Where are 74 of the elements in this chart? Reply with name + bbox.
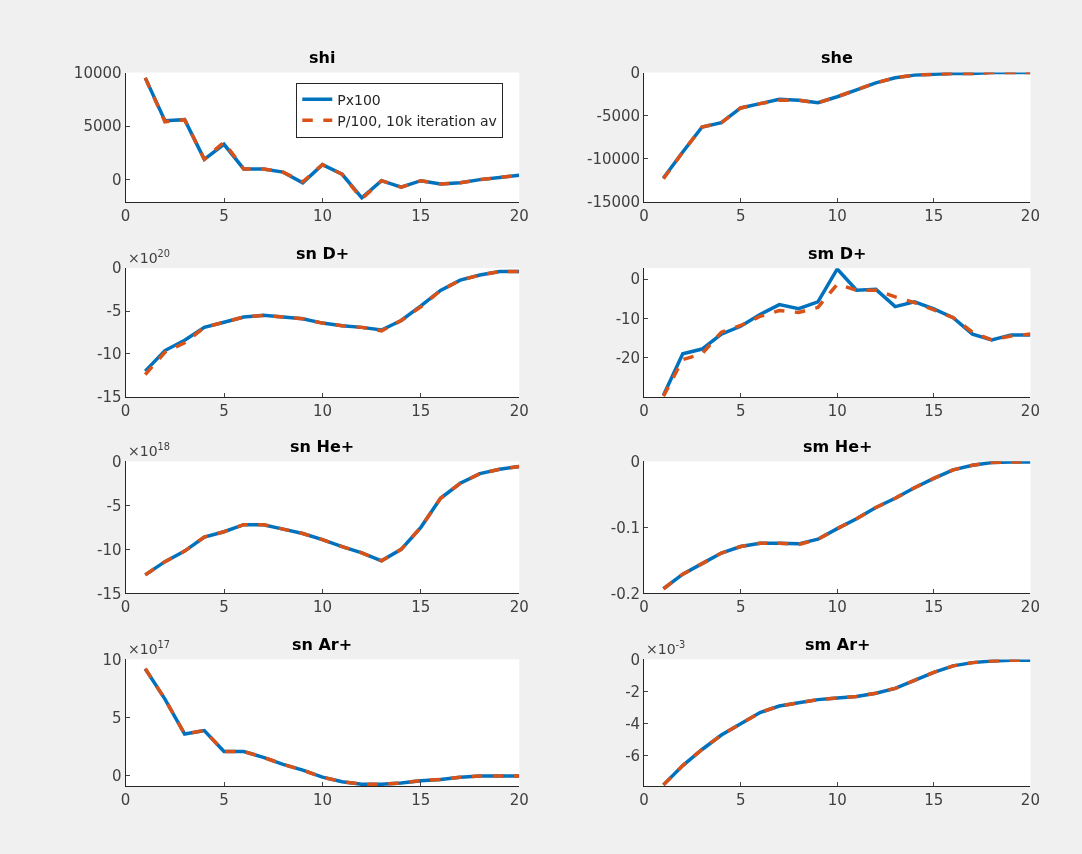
y-tick-label: -4 bbox=[625, 715, 641, 733]
x-tick-label: 15 bbox=[924, 791, 944, 810]
x-tick-label: 5 bbox=[219, 401, 229, 420]
text: ×10$^{20}$ bbox=[128, 248, 171, 266]
y-tick-label: -0.2 bbox=[610, 584, 641, 603]
y-tick-label: -10000 bbox=[586, 150, 641, 169]
x-tick-label: 5 bbox=[219, 598, 229, 617]
y-tick-label: -10 bbox=[615, 309, 641, 328]
x-tick-label: 20 bbox=[509, 791, 529, 810]
x-tick-label: 20 bbox=[1020, 791, 1040, 810]
chart-title: sm Ar+ bbox=[805, 635, 871, 654]
legend-label: P/100, 10k iteration av bbox=[337, 112, 497, 129]
y-tick-label: -5 bbox=[106, 496, 122, 515]
y-tick-label: 10000 bbox=[73, 63, 122, 82]
y-tick-label: 0 bbox=[630, 452, 641, 471]
chart-title: sn Ar+ bbox=[292, 635, 353, 654]
y-tick-label: 5000 bbox=[83, 117, 122, 136]
x-tick-label: 10 bbox=[312, 401, 332, 420]
x-tick-label: 10 bbox=[827, 598, 847, 617]
x-tick-label: 20 bbox=[1020, 598, 1040, 617]
y-tick-label: 0 bbox=[112, 259, 122, 278]
x-tick-label: 20 bbox=[1020, 207, 1040, 226]
y-tick-label: 5 bbox=[112, 708, 122, 727]
y-tick-label: 0 bbox=[112, 767, 122, 786]
x-tick-label: 15 bbox=[411, 791, 431, 810]
x-tick-label: 15 bbox=[411, 598, 431, 617]
x-tick-label: 15 bbox=[411, 401, 431, 420]
x-tick-label: 15 bbox=[924, 207, 944, 226]
chart-title: sn He+ bbox=[290, 437, 355, 456]
x-tick-label: 5 bbox=[735, 207, 746, 226]
x-tick-label: 15 bbox=[924, 598, 944, 617]
legend-label: Px100 bbox=[337, 91, 381, 108]
chart-title: sm He+ bbox=[803, 437, 873, 456]
x-tick-label: 5 bbox=[735, 791, 746, 810]
y-tick-label: -15 bbox=[97, 388, 122, 407]
x-tick-label: 20 bbox=[1020, 401, 1040, 420]
chart-title: she bbox=[821, 48, 853, 67]
x-tick-label: 10 bbox=[312, 598, 332, 617]
x-tick-label: 10 bbox=[312, 207, 332, 226]
y-tick-label: 0 bbox=[630, 63, 641, 82]
x-tick-label: 15 bbox=[411, 207, 431, 226]
y-tick-label: 10 bbox=[102, 650, 122, 669]
chart-title: sn D+ bbox=[296, 244, 350, 263]
y-tick-label: -15 bbox=[97, 584, 122, 603]
y-tick-label: 0 bbox=[630, 650, 641, 669]
y-tick-label: -5 bbox=[106, 302, 122, 321]
y-tick-label: -20 bbox=[615, 348, 641, 367]
y-tick-label: 0 bbox=[112, 170, 122, 189]
y-tick-label: -6 bbox=[625, 747, 641, 766]
x-tick-label: 5 bbox=[735, 401, 746, 420]
x-tick-label: 10 bbox=[827, 791, 847, 810]
y-tick-label: -5000 bbox=[596, 106, 641, 125]
x-tick-label: 5 bbox=[219, 791, 229, 810]
y-tick-label: -2 bbox=[625, 682, 641, 701]
y-tick-label: -10 bbox=[97, 540, 122, 559]
text: ×10$^{-3}$ bbox=[646, 639, 686, 657]
x-tick-label: 5 bbox=[219, 207, 229, 226]
y-tick-label: -10 bbox=[97, 345, 122, 364]
x-tick-label: 10 bbox=[827, 207, 847, 226]
x-tick-label: 20 bbox=[509, 207, 529, 226]
y-tick-label: -15000 bbox=[586, 193, 641, 212]
chart-title: shi bbox=[309, 48, 336, 67]
x-tick-label: 20 bbox=[509, 598, 529, 617]
text: ×10$^{18}$ bbox=[128, 441, 171, 459]
x-tick-label: 20 bbox=[509, 401, 529, 420]
text: ×10$^{17}$ bbox=[128, 639, 171, 657]
y-tick-label: 0 bbox=[630, 270, 641, 289]
y-tick-label: -0.1 bbox=[610, 518, 641, 537]
chart-title: sm D+ bbox=[808, 244, 867, 263]
x-tick-label: 5 bbox=[735, 598, 746, 617]
x-tick-label: 10 bbox=[827, 401, 847, 420]
x-tick-label: 10 bbox=[312, 791, 332, 810]
y-tick-label: 0 bbox=[112, 452, 122, 471]
x-tick-label: 15 bbox=[924, 401, 944, 420]
